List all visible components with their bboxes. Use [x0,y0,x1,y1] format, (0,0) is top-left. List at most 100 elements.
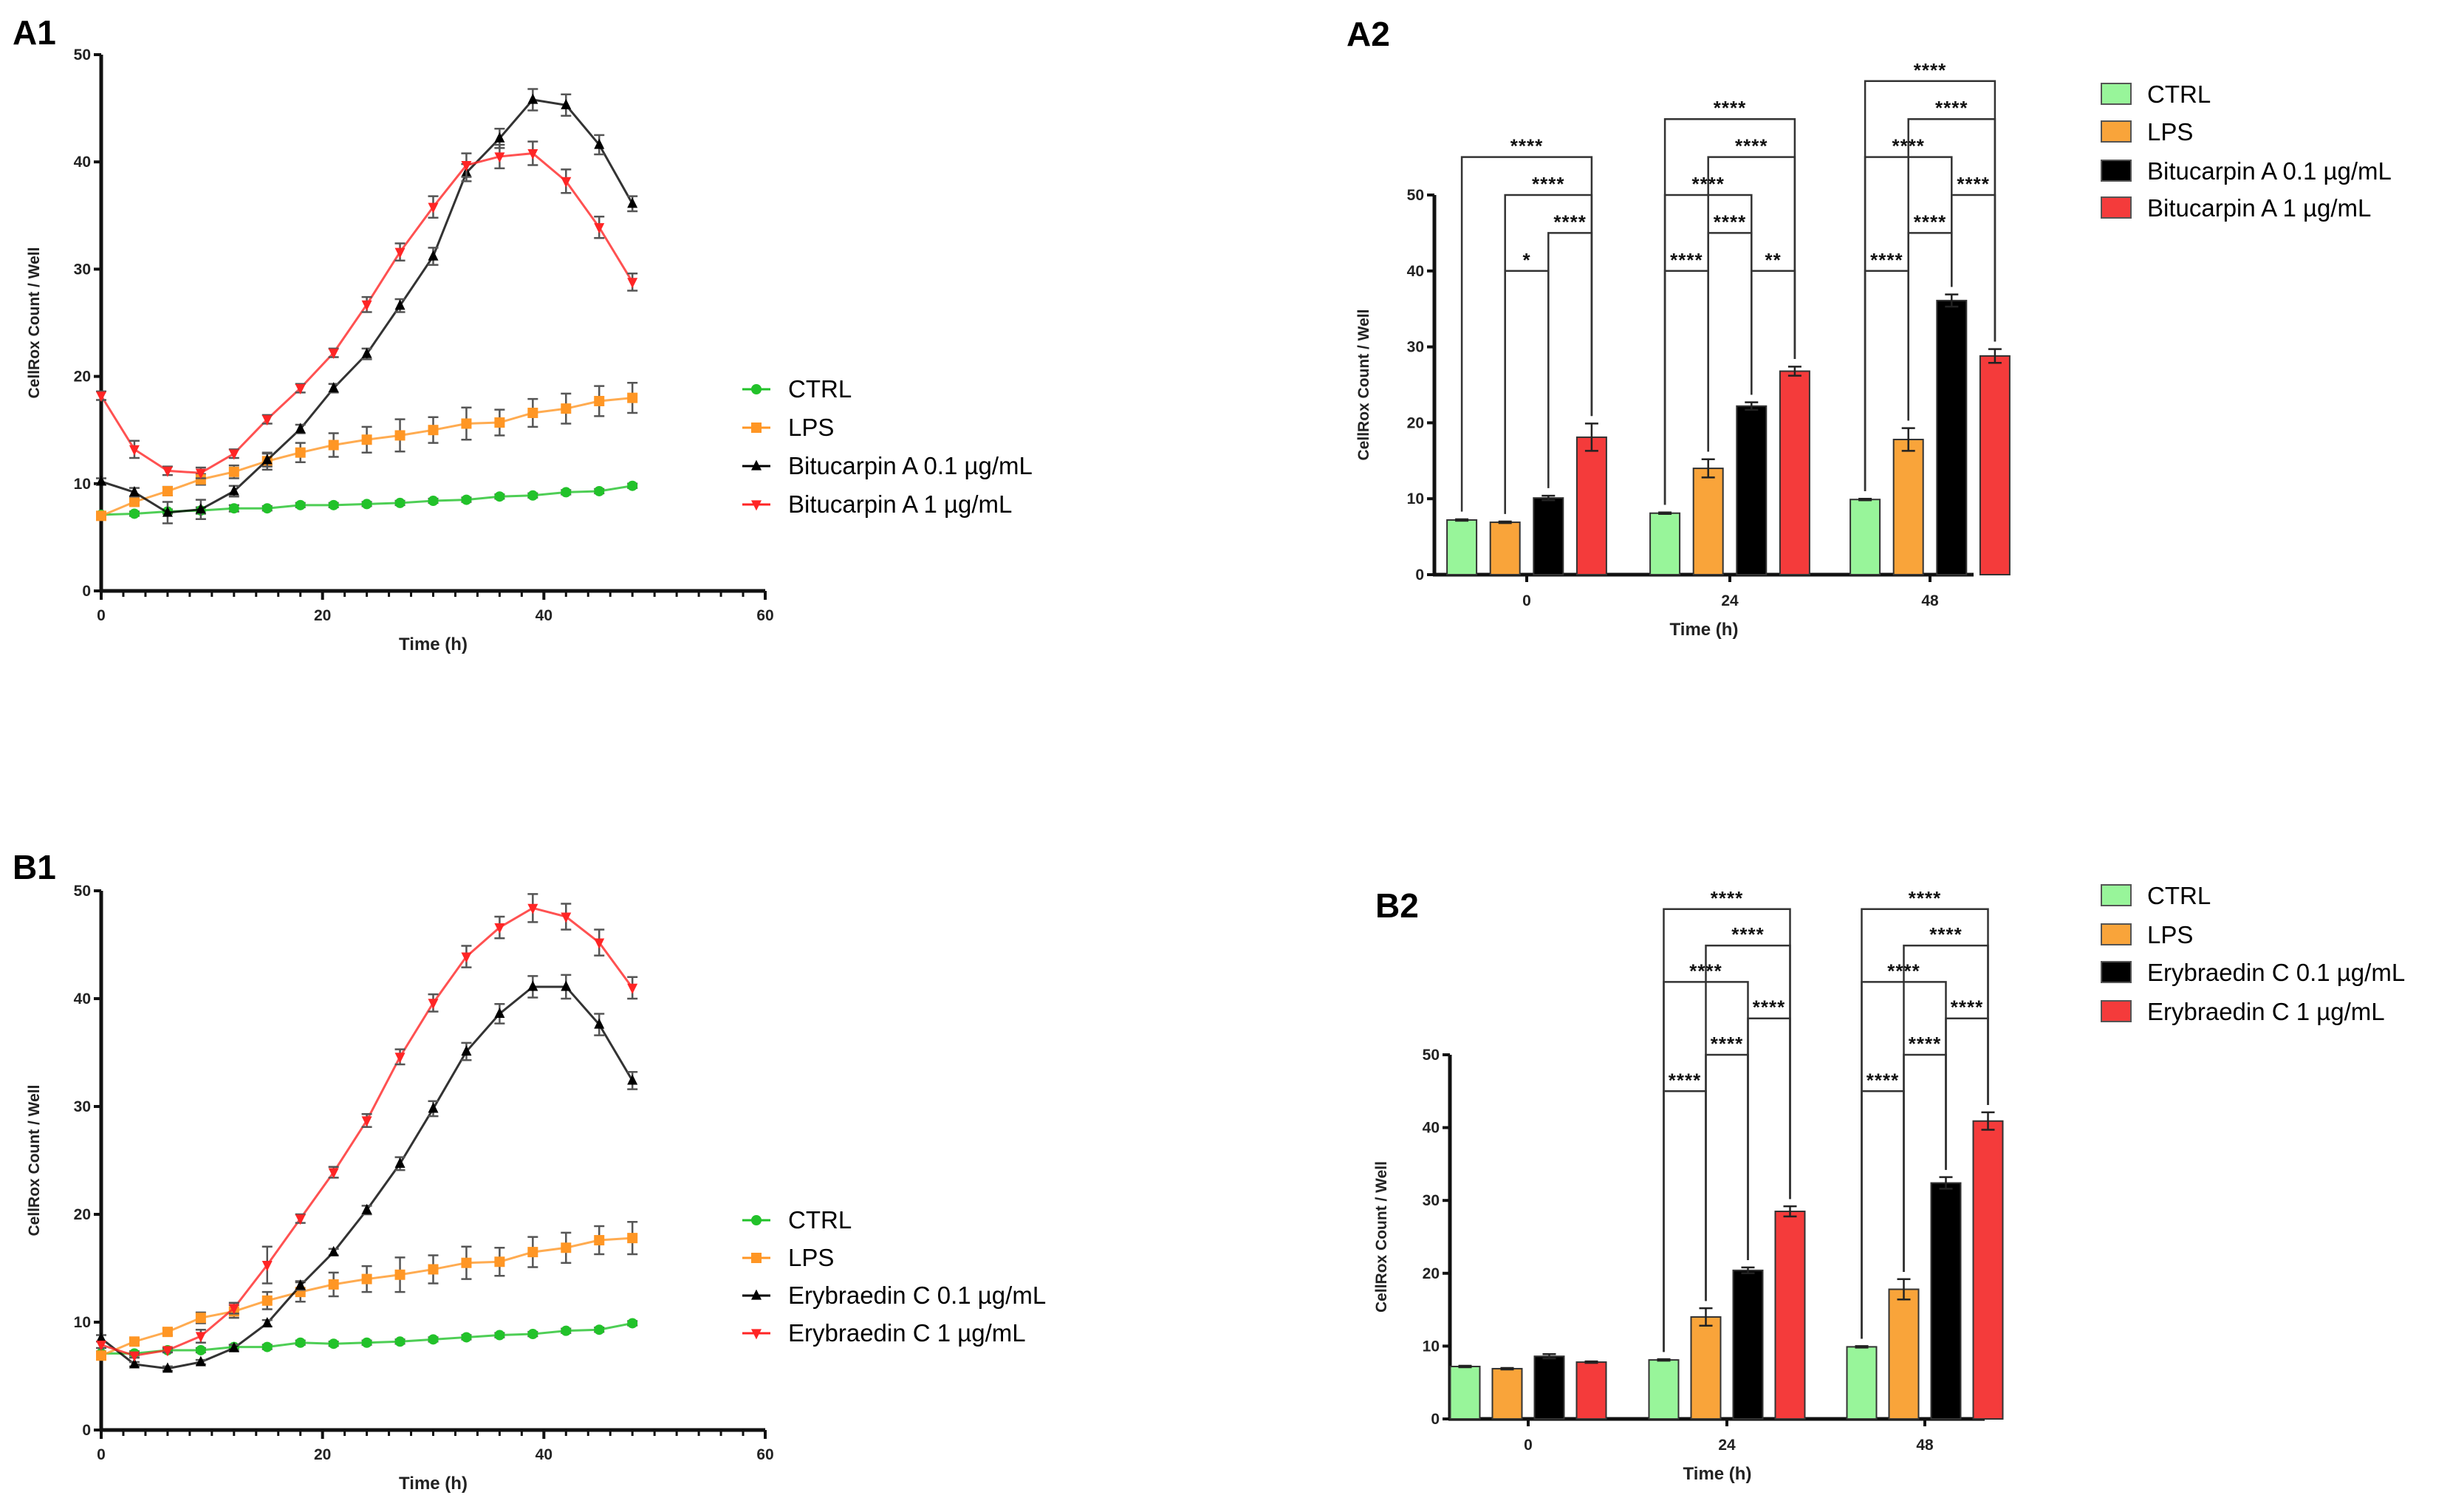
data-point [461,418,472,429]
data-point [195,1313,206,1324]
data-point [96,1350,106,1361]
y-tick-label: 10 [74,476,91,493]
legend-label: CTRL [788,375,852,403]
data-point [461,494,472,505]
significance-label: **** [1957,173,1989,195]
legend-marker [751,384,762,394]
series-line [100,985,634,1370]
panel-label: A2 [1347,15,1390,53]
data-point [461,952,472,963]
legend-label: Erybraedin C 1 µg/mL [788,1319,1026,1347]
error-bar [1897,1278,1911,1301]
significance-label: **** [1731,923,1764,945]
data-point [295,1214,306,1225]
panel-a2-bar-chart: A2 0 10 20 30 40 50 CellRox Count / Well 0 24 48 Ti… [1347,15,2392,640]
series-1 [96,382,638,521]
error-bar [1855,1345,1869,1349]
legend-item: CTRL [742,375,852,403]
error-bar [1584,423,1598,452]
legend-label: Erybraedin C 1 µg/mL [2147,998,2385,1025]
data-point [561,403,572,414]
y-tick-label: 20 [1423,1265,1440,1282]
data-point [328,1279,339,1290]
data-point [627,197,638,208]
data-point [328,1245,339,1256]
data-point [96,510,106,521]
data-point [361,300,372,311]
significance-label: **** [1866,1069,1899,1091]
legend-marker [751,459,762,471]
data-point [96,1341,106,1352]
significance-label: **** [1753,996,1785,1019]
y-tick-label: 0 [82,1422,91,1439]
legend-item: LPS [2101,118,2193,146]
legend-swatch [2101,160,2132,182]
data-point [261,454,273,465]
y-tick-label: 30 [1423,1192,1440,1209]
significance-label: ** [1765,249,1781,271]
significance-label: **** [1892,135,1924,157]
error-bar [1658,511,1672,516]
data-point [261,1295,273,1306]
data-point [129,1351,140,1362]
data-point [228,449,239,460]
y-tick-label: 20 [1407,414,1424,431]
data-point [295,383,306,394]
data-point [394,1336,406,1347]
x-axis-title: Time (h) [399,634,468,654]
bar [1690,1316,1722,1420]
error-bar [1741,1266,1755,1275]
x-tick-label: 0 [97,607,106,624]
series-2 [96,974,638,1373]
error-bar [1458,1364,1472,1369]
bar [1732,1269,1764,1420]
error-bar [1500,1366,1514,1371]
legend-item: CTRL [742,1206,852,1234]
significance-label: **** [1929,923,1962,945]
error-bar [1701,458,1715,479]
data-point [129,508,140,519]
legend-label: CTRL [2147,81,2211,108]
bar [1888,1288,1920,1420]
significance-label: **** [1711,1033,1743,1055]
error-bar [1699,1307,1713,1327]
significance-bracket [1864,270,1909,491]
data-point [228,503,239,514]
significance-label: **** [1887,959,1920,982]
legend-item: LPS [742,414,834,441]
x-tick-label: 60 [756,607,773,624]
legend-label: Bitucarpin A 1 µg/mL [2147,194,2371,222]
legend-item: CTRL [2101,81,2211,108]
significance-bracket [1864,80,1996,491]
data-point [129,1336,140,1347]
data-point [129,486,140,497]
bar [1930,1182,1962,1420]
data-point [394,1157,406,1168]
data-point [561,177,572,188]
data-point [494,923,505,934]
error-bar [1787,366,1801,377]
data-point [195,473,206,485]
data-point [328,382,339,393]
x-tick-label: 20 [314,607,331,624]
data-point [527,148,538,160]
significance-label: **** [1691,173,1724,195]
significance-bracket [1861,1090,1905,1339]
data-point [428,1334,439,1345]
bar [1979,355,2011,575]
legend-label: LPS [788,414,834,441]
data-point [594,1235,605,1246]
data-point [594,938,605,949]
data-point [428,1102,439,1113]
data-point [295,1337,306,1348]
y-axis-title: CellRox Count / Well [1355,309,1372,461]
data-point [261,1261,273,1272]
data-point [627,480,638,491]
data-point [328,1168,339,1179]
legend-swatch [2101,923,2132,945]
data-point [295,423,306,434]
data-point [494,1256,505,1268]
data-point [561,1242,572,1253]
data-point [561,98,572,109]
